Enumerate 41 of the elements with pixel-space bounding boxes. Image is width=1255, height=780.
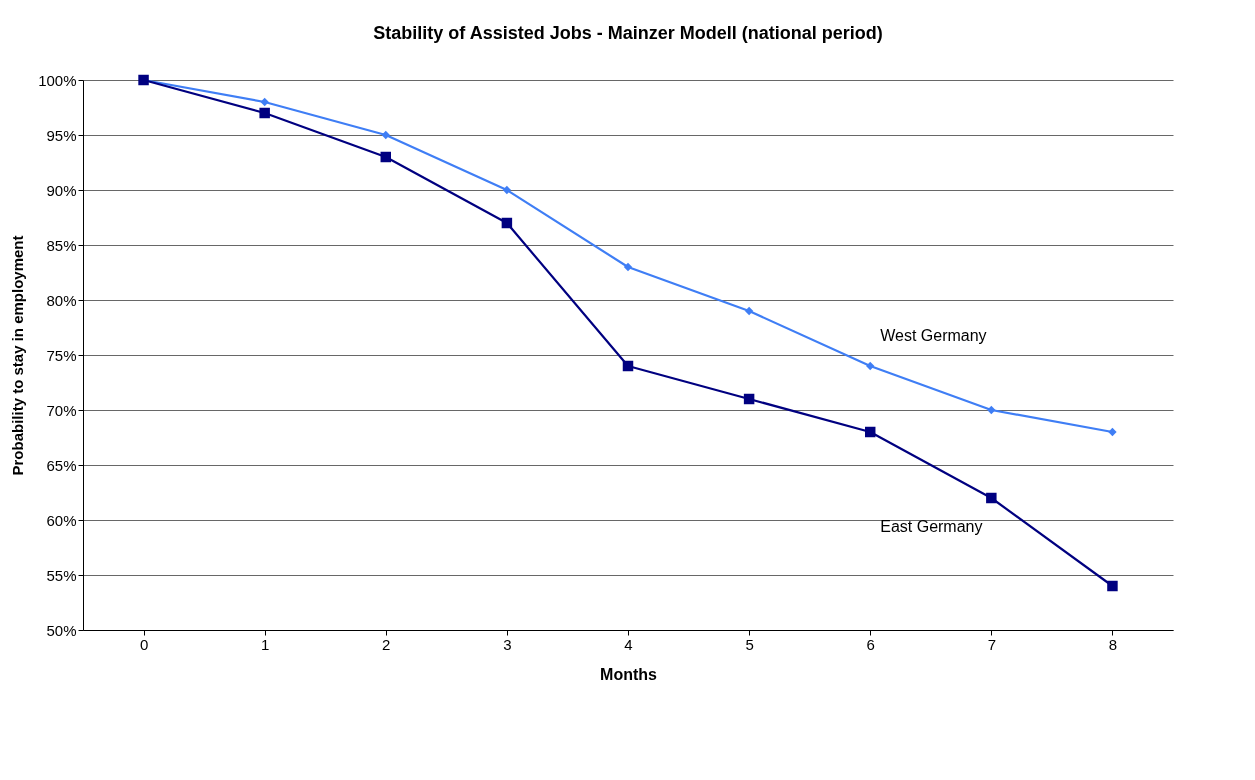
y-tick-label: 50% bbox=[46, 621, 77, 639]
point bbox=[864, 426, 876, 438]
x-tick-label: 0 bbox=[139, 635, 149, 653]
x-axis-title: Months bbox=[600, 665, 658, 683]
y-tick-label: 55% bbox=[46, 566, 77, 584]
point bbox=[380, 151, 392, 163]
x-tick-label: 1 bbox=[260, 635, 270, 653]
point bbox=[622, 360, 634, 372]
y-tick-label: 95% bbox=[46, 126, 77, 144]
chart-title: Stability of Assisted Jobs - Mainzer Modell (national period) bbox=[373, 23, 883, 43]
x-tick-label: 7 bbox=[987, 635, 997, 653]
y-tick-label: 80% bbox=[46, 291, 77, 309]
x-tick-label: 6 bbox=[866, 635, 875, 653]
y-tick-label: 65% bbox=[46, 456, 77, 474]
point bbox=[1107, 580, 1118, 592]
point bbox=[743, 393, 755, 405]
x-tick-label: 8 bbox=[1108, 635, 1118, 653]
point bbox=[260, 97, 269, 107]
series-label: West Germany bbox=[880, 327, 987, 344]
point bbox=[501, 217, 513, 229]
point bbox=[1108, 427, 1117, 437]
point bbox=[866, 361, 875, 371]
point bbox=[986, 492, 997, 504]
x-tick-label: 5 bbox=[745, 635, 754, 653]
y-tick-label: 85% bbox=[46, 236, 77, 254]
point bbox=[259, 107, 270, 119]
point bbox=[502, 185, 512, 195]
y-axis-title: Probability to stay in employment bbox=[9, 235, 27, 476]
y-tick-label: 70% bbox=[46, 401, 77, 419]
point bbox=[623, 262, 633, 272]
point bbox=[381, 130, 390, 140]
x-tick-label: 3 bbox=[503, 635, 512, 653]
point bbox=[987, 405, 996, 415]
series-label: East Germany bbox=[880, 518, 983, 535]
y-tick-label: 100% bbox=[38, 71, 77, 89]
point bbox=[744, 306, 754, 316]
y-tick-label: 60% bbox=[46, 511, 77, 529]
x-tick-label: 2 bbox=[382, 635, 391, 653]
x-tick-label: 4 bbox=[624, 635, 633, 653]
y-tick-label: 75% bbox=[46, 346, 77, 364]
y-tick-label: 90% bbox=[46, 181, 77, 199]
